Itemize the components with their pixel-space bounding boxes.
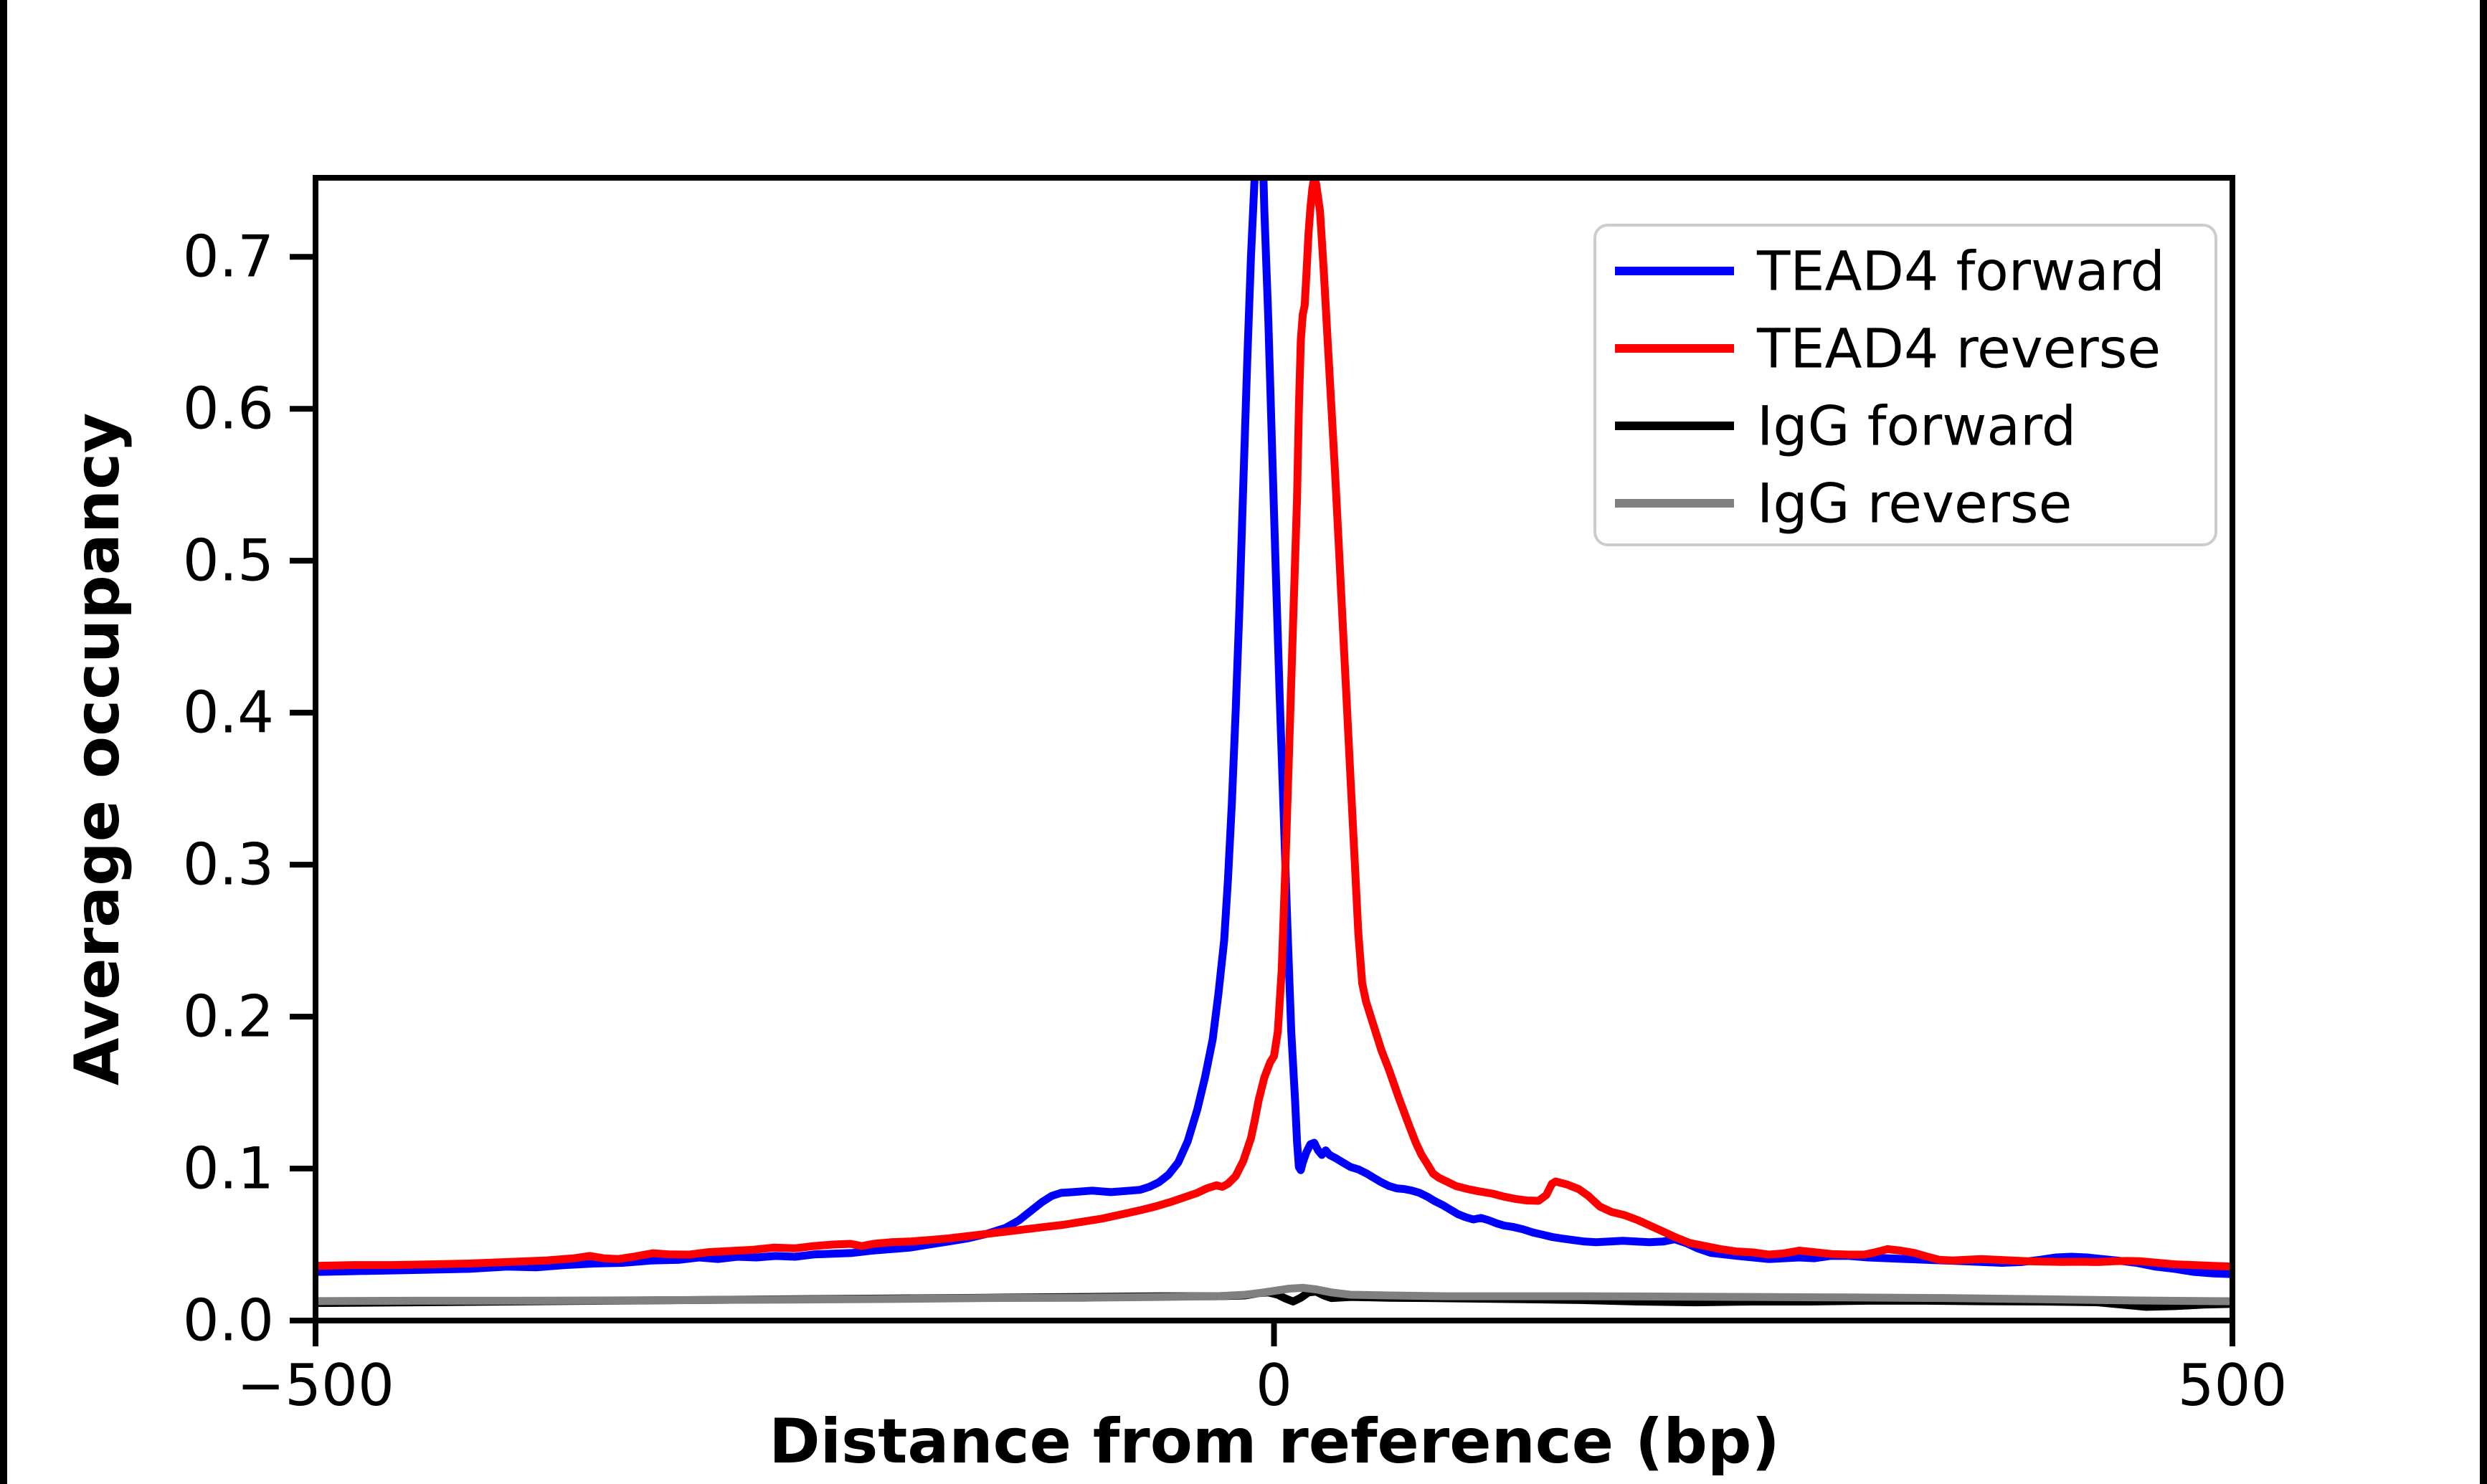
y-axis-label: Average occupancy <box>62 413 133 1085</box>
y-tick-label: 0.4 <box>183 680 274 746</box>
y-tick-label: 0.0 <box>183 1288 274 1354</box>
y-tick-label: 0.6 <box>183 376 274 442</box>
curve-igg-reverse <box>316 1283 2232 1305</box>
curve-tead4-reverse <box>316 178 2232 1271</box>
x-tick-label: −500 <box>237 1352 394 1419</box>
y-axis-ticks: 0.0 0.1 0.2 0.3 0.4 0.5 0.6 0.7 <box>183 224 316 1354</box>
x-axis-label: Distance from reference (bp) <box>769 1406 1780 1478</box>
y-tick-label: 0.7 <box>183 224 274 290</box>
left-edge-bar <box>0 0 7 1484</box>
legend-label-igg-reverse: IgG reverse <box>1757 472 2072 536</box>
right-edge-bar <box>2480 0 2487 1484</box>
legend-label-tead4-reverse: TEAD4 reverse <box>1756 317 2161 381</box>
y-tick-label: 0.5 <box>183 528 274 594</box>
x-tick-label: 0 <box>1256 1352 1292 1419</box>
legend-box <box>1593 224 2217 546</box>
x-tick-label: 500 <box>2178 1352 2288 1419</box>
x-axis-ticks: −500 0 500 <box>237 1321 2287 1419</box>
curve-group <box>316 178 2232 1311</box>
legend-label-tead4-forward: TEAD4 forward <box>1756 239 2165 303</box>
legend: TEAD4 forward TEAD4 reverse IgG forward … <box>1593 224 2217 546</box>
y-tick-label: 0.3 <box>183 832 274 898</box>
legend-label-igg-forward: IgG forward <box>1757 394 2076 458</box>
y-tick-label: 0.1 <box>183 1136 274 1202</box>
y-tick-label: 0.2 <box>183 984 274 1050</box>
